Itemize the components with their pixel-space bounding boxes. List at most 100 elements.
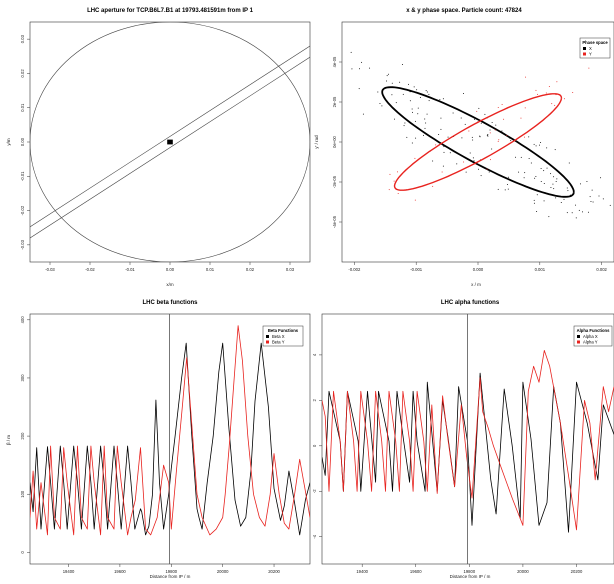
phase-particle-x — [589, 196, 591, 198]
phase-particle-x — [395, 102, 397, 104]
phase-x-tick-label: 0.001 — [535, 267, 546, 272]
phase-particle-x — [497, 188, 499, 190]
phase-particle-x — [598, 195, 600, 197]
phase-particle-x — [543, 170, 545, 172]
aperture-x-tick-label: 0.00 — [166, 267, 175, 272]
aperture-x-axis: -0.03 -0.02 -0.01 0.00 0.01 0.02 0.03 — [45, 262, 295, 272]
phase-particle-x — [540, 141, 542, 143]
aperture-x-tick-label: 0.03 — [286, 267, 295, 272]
phase-particle-x — [539, 144, 541, 146]
beta-y-label: β / m — [6, 435, 11, 445]
phase-particle-x — [443, 151, 445, 153]
phase-particle-x — [439, 99, 441, 101]
phase-particle-x — [414, 120, 416, 122]
phase-particle-x — [464, 123, 466, 125]
phase-title: x & y phase space. Particle count: 47824 — [406, 8, 522, 14]
phase-particle-x — [550, 186, 552, 188]
alpha-x-tick-label: 19800 — [464, 569, 476, 574]
phase-legend: Phase space X Y — [579, 37, 611, 59]
phase-particle-x — [590, 200, 592, 202]
phase-particle-x — [428, 93, 430, 95]
phase-particle-y — [489, 159, 491, 161]
aperture-y-label: y/m — [6, 138, 11, 146]
phase-particle-x — [491, 121, 493, 123]
phase-x-tick-label: -0.002 — [348, 267, 361, 272]
phase-particle-x — [552, 183, 554, 185]
phase-y-axis: -4e-05 -2e-05 0e+00 2e-05 4e-05 — [332, 56, 342, 228]
phase-particle-x — [592, 201, 594, 203]
phase-particle-x — [528, 136, 530, 138]
alpha-y-tick-label: -2 — [312, 489, 317, 493]
phase-particle-x — [484, 113, 486, 115]
beta-legend-title: Beta Functions — [268, 328, 299, 333]
phase-particle-y — [486, 168, 488, 170]
phase-particle-x — [518, 171, 520, 173]
phase-particle-x — [533, 199, 535, 201]
phase-particle-x — [385, 80, 387, 82]
phase-particle-x — [350, 51, 352, 53]
phase-y-tick-label: -2e-05 — [332, 175, 337, 188]
aperture-x-tick-label: -0.01 — [125, 267, 135, 272]
beta-panel: LHC beta functions 19400 19600 19800 20000 2… — [6, 300, 311, 579]
phase-particle-x — [510, 140, 512, 142]
beta-legend-label-x: Beta X — [272, 334, 285, 339]
phase-particle-x — [486, 134, 488, 136]
phase-particle-x — [358, 88, 360, 90]
alpha-panel: LHC alpha functions 19400 19600 19800 20000… — [312, 300, 614, 579]
phase-particle-x — [402, 93, 404, 95]
beta-title: LHC beta functions — [143, 300, 199, 306]
phase-particle-x — [462, 93, 464, 95]
phase-particle-x — [440, 117, 442, 119]
phase-particle-x — [602, 198, 604, 200]
phase-particle-x — [391, 94, 393, 96]
phase-x-label: x / m — [471, 282, 481, 287]
phase-particle-x — [425, 122, 427, 124]
alpha-x-tick-label: 20000 — [517, 569, 529, 574]
phase-particle-y — [501, 103, 503, 105]
phase-particle-x — [506, 184, 508, 186]
beta-x-tick-label: 19600 — [114, 569, 126, 574]
alpha-x-label: Distance from IP / m — [450, 574, 491, 579]
phase-particle-x — [587, 211, 589, 213]
phase-particle-x — [460, 117, 462, 119]
phase-particle-y — [489, 132, 491, 134]
phase-particle-x — [416, 89, 418, 91]
alpha-legend-label-y: Alpha Y — [583, 340, 598, 345]
phase-particle-x — [553, 176, 555, 178]
phase-particle-x — [543, 183, 545, 185]
phase-y-tick-label: 2e-05 — [332, 96, 337, 107]
beta-x-tick-label: 19400 — [63, 569, 75, 574]
phase-particle-x — [381, 105, 383, 107]
phase-particle-x — [566, 187, 568, 189]
phase-particle-x — [609, 204, 611, 206]
beta-series-beta-y — [30, 325, 310, 536]
collimator-jaw-lower — [30, 56, 310, 239]
aperture-plot-area — [30, 22, 310, 262]
phase-particle-x — [487, 133, 489, 135]
phase-particle-y — [498, 139, 500, 141]
phase-particle-x — [452, 112, 454, 114]
phase-particle-x — [568, 162, 570, 164]
phase-particle-x — [423, 134, 425, 136]
phase-particle-x — [575, 217, 577, 219]
phase-particle-x — [440, 128, 442, 130]
phase-legend-label-x: X — [589, 46, 592, 51]
phase-particle-x — [369, 67, 371, 69]
phase-particle-x — [530, 162, 532, 164]
phase-particle-y — [441, 171, 443, 173]
phase-particle-x — [351, 68, 353, 70]
phase-particle-x — [391, 82, 393, 84]
phase-particle-x — [424, 127, 426, 129]
phase-particle-y — [523, 136, 525, 138]
phase-particle-x — [438, 133, 440, 135]
aperture-panel: LHC aperture for TCP.B6L7.B1 at 19793.48… — [6, 8, 311, 287]
aperture-title: LHC aperture for TCP.B6L7.B1 at 19793.48… — [87, 8, 254, 14]
phase-particle-y — [520, 117, 522, 119]
aperture-x-tick-label: 0.01 — [206, 267, 215, 272]
phase-particle-x — [495, 124, 497, 126]
phase-particle-x — [546, 167, 548, 169]
phase-particle-x — [399, 81, 401, 83]
phase-particle-x — [491, 148, 493, 150]
phase-particle-y — [388, 189, 390, 191]
beta-legend-box — [262, 325, 304, 347]
